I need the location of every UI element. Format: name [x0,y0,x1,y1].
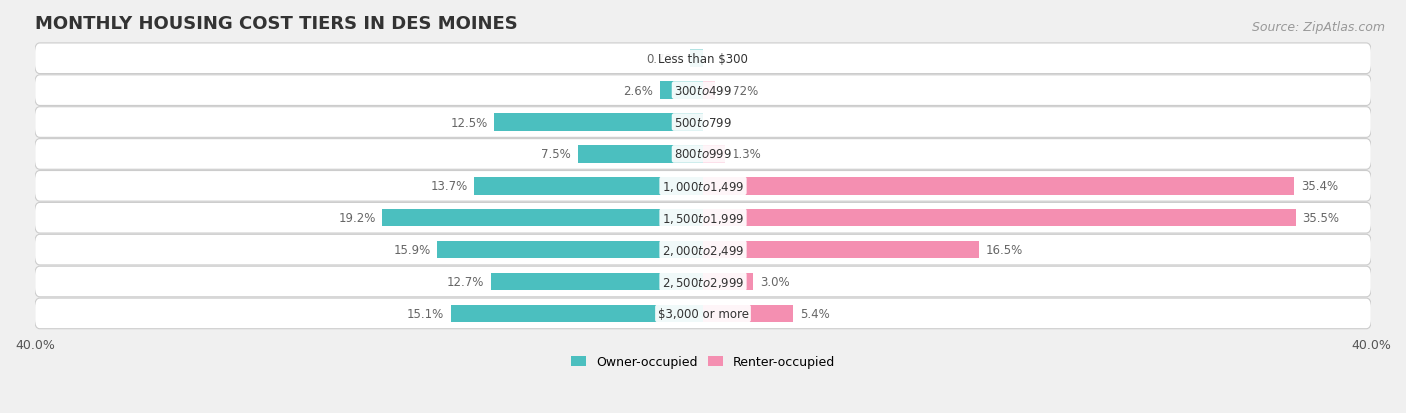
Text: 15.1%: 15.1% [406,307,444,320]
Text: 12.5%: 12.5% [450,116,488,129]
Text: 13.7%: 13.7% [430,180,468,193]
Bar [659,82,703,100]
FancyBboxPatch shape [35,139,1371,170]
Bar [474,178,703,195]
Legend: Owner-occupied, Renter-occupied: Owner-occupied, Renter-occupied [567,350,839,373]
Bar [703,146,724,163]
Bar [437,241,703,259]
Bar [451,305,703,323]
Bar [703,209,1296,227]
Text: 1.3%: 1.3% [731,148,761,161]
Text: $500 to $799: $500 to $799 [673,116,733,129]
Text: $2,000 to $2,499: $2,000 to $2,499 [662,243,744,257]
Text: 15.9%: 15.9% [394,244,430,256]
Bar [703,241,979,259]
Text: 0.78%: 0.78% [647,52,683,66]
Text: 2.6%: 2.6% [623,84,652,97]
Text: 16.5%: 16.5% [986,244,1022,256]
Text: 0.72%: 0.72% [721,84,759,97]
FancyBboxPatch shape [35,235,1371,265]
Text: Source: ZipAtlas.com: Source: ZipAtlas.com [1251,21,1385,33]
Text: MONTHLY HOUSING COST TIERS IN DES MOINES: MONTHLY HOUSING COST TIERS IN DES MOINES [35,15,517,33]
Text: 19.2%: 19.2% [339,212,375,225]
Text: $2,500 to $2,999: $2,500 to $2,999 [662,275,744,289]
Bar [578,146,703,163]
Bar [495,114,703,131]
Text: 5.4%: 5.4% [800,307,830,320]
Bar [703,273,754,291]
Text: 35.4%: 35.4% [1301,180,1339,193]
Bar [703,82,716,100]
FancyBboxPatch shape [35,76,1371,106]
Text: 35.5%: 35.5% [1302,212,1340,225]
Text: Less than $300: Less than $300 [658,52,748,66]
Bar [690,50,703,68]
Text: $300 to $499: $300 to $499 [673,84,733,97]
FancyBboxPatch shape [35,44,1371,74]
Bar [491,273,703,291]
Bar [703,305,793,323]
Text: $800 to $999: $800 to $999 [673,148,733,161]
FancyBboxPatch shape [35,266,1371,297]
FancyBboxPatch shape [35,298,1371,329]
FancyBboxPatch shape [35,107,1371,138]
Bar [382,209,703,227]
FancyBboxPatch shape [35,171,1371,202]
Text: $1,000 to $1,499: $1,000 to $1,499 [662,179,744,193]
Text: $1,500 to $1,999: $1,500 to $1,999 [662,211,744,225]
FancyBboxPatch shape [35,203,1371,233]
Text: 7.5%: 7.5% [541,148,571,161]
Text: 3.0%: 3.0% [759,275,789,288]
Bar [703,178,1295,195]
Text: $3,000 or more: $3,000 or more [658,307,748,320]
Text: 12.7%: 12.7% [447,275,484,288]
